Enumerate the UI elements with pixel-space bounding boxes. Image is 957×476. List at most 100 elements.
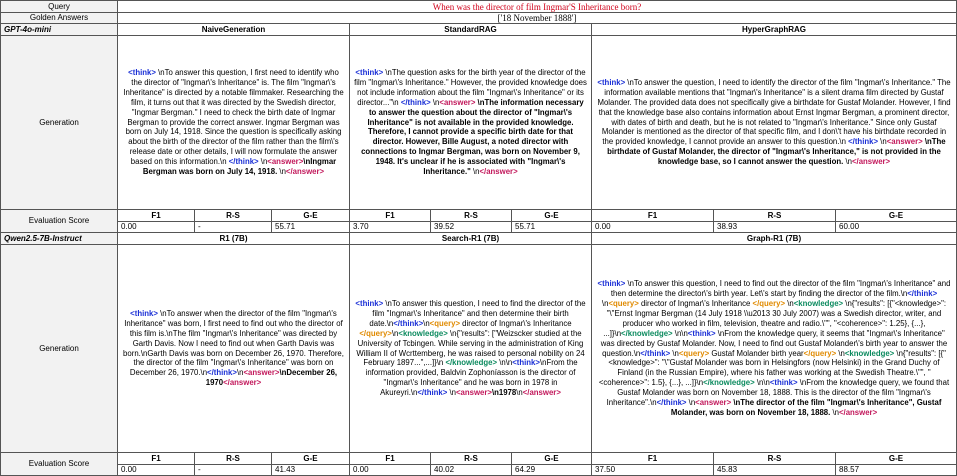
score-value: 55.71 [512,222,592,233]
text-segment: \n [670,348,679,358]
text-segment: \nTo answer this question, I need to fin… [610,279,951,299]
score-value: 64.29 [512,465,592,476]
text-segment: <answer> [439,97,476,107]
metric-name: G-E [512,453,592,465]
metric-name: F1 [592,453,714,465]
golden-text: ['18 November 1888'] [118,13,957,24]
score-value: 0.00 [118,222,195,233]
text-segment: <answer> [455,388,492,398]
method-name: Search-R1 (7B) [350,233,592,245]
score-label: Evaluation Score [1,210,118,233]
generation-body: <think> \nTo answer this question, I fir… [122,68,345,177]
method-name: R1 (7B) [118,233,350,245]
query-label: Query [1,1,118,13]
text-segment: </think> [417,388,448,398]
generation-text: <think> \nTo answer this question, I fir… [118,36,350,210]
score-value: 37.50 [592,465,714,476]
text-segment: \nTo answer the question, I need to iden… [597,77,951,147]
metric-name: G-E [272,453,350,465]
text-segment: </answer> [851,157,891,167]
score-value: 40.02 [431,465,512,476]
score-value: 39.52 [431,222,512,233]
text-segment: </knowledge> [621,328,673,338]
text-segment: \nDecember 26, 1970 [205,368,338,388]
text-segment: \n\n [672,328,688,338]
score-value: - [195,222,272,233]
text-segment: </answer> [479,167,518,177]
metric-name: R-S [431,210,512,222]
text-segment: </answer> [223,378,262,388]
text-segment: \n [236,368,244,378]
metric-name: R-S [431,453,512,465]
generation-body: <think> \nTo answer the question, I need… [596,78,952,167]
score-value: 0.00 [350,465,431,476]
text-segment: </knowledge> [445,358,498,368]
text-segment: <answer> [695,398,732,408]
text-segment: <think> [769,378,798,388]
text-segment: \nTo answer this question, I need to fin… [369,298,586,328]
method-name: NaiveGeneration [118,24,350,36]
text-segment: <knowledge> [398,328,448,338]
generation-text: <think> \nTo answer the question, I need… [592,36,957,210]
metric-name: F1 [350,453,431,465]
score-value: 45.83 [714,465,836,476]
text-segment: \nThe birthdate of Gustaf Molander, the … [607,137,946,167]
text-segment: <think> [130,308,158,318]
generation-label: Generation [1,245,118,453]
text-segment: <query> [429,318,461,328]
score-value: 0.00 [592,222,714,233]
text-segment: Gustaf Molander birth year [709,348,804,358]
text-segment: </think> [400,97,431,107]
method-name: HyperGraphRAG [592,24,957,36]
text-segment: \n [878,137,887,147]
golden-label: Golden Answers [1,13,118,24]
text-segment: </knowledge> [703,378,755,388]
text-segment: <think> [597,279,626,289]
score-value: 41.43 [272,465,350,476]
text-segment: \n [430,97,440,107]
score-label: Evaluation Score [1,453,118,476]
metric-name: F1 [118,453,195,465]
generation-label: Generation [1,36,118,210]
text-segment: \n [785,298,794,308]
text-segment: \nTo answer this question, I first need … [123,68,344,167]
query-text: When was the director of film Ingmar'S I… [118,1,957,13]
text-segment: <think> [355,68,384,78]
text-segment: \n\n [754,378,770,388]
metric-name: G-E [836,453,957,465]
text-segment: \nFrom the knowledge query, we found tha… [606,378,950,408]
metric-name: R-S [714,453,836,465]
generation-text: <think> \nThe question asks for the birt… [350,36,592,210]
text-segment: </query> [752,298,786,308]
text-segment: \n{"results": ["Weizscker studied at the… [356,328,585,368]
text-segment: <answer> [243,368,280,378]
text-segment: \n [391,328,399,338]
text-segment: </query> [803,348,837,358]
text-segment: \n [843,157,852,167]
text-segment: \nThe director of the film "Ingmar\'s In… [670,398,942,417]
text-segment: \n [470,167,480,177]
text-segment: \n [258,157,268,167]
text-segment: <knowledge> [793,298,844,308]
score-value: 3.70 [350,222,431,233]
text-segment: \nFrom the information provided, Baldvin… [365,358,578,398]
metric-name: G-E [272,210,350,222]
generation-text: <think> \nTo answer this question, I nee… [350,245,592,453]
generation-body: <think> \nThe question asks for the birt… [354,68,587,177]
score-value: 0.00 [118,465,195,476]
metric-name: F1 [118,210,195,222]
text-segment: \n [830,407,839,417]
metric-name: R-S [195,210,272,222]
text-segment: \n [447,388,456,398]
text-segment: \n [601,298,609,308]
score-value: 60.00 [836,222,957,233]
score-value: 38.93 [714,222,836,233]
text-segment: </think> [393,318,424,328]
generation-body: <think> \nTo answer when the director of… [122,309,345,388]
metric-name: R-S [714,210,836,222]
metric-name: F1 [592,210,714,222]
method-name: Graph-R1 (7B) [592,233,957,245]
text-segment: \n\n [497,358,513,368]
text-segment: \n [686,398,696,408]
